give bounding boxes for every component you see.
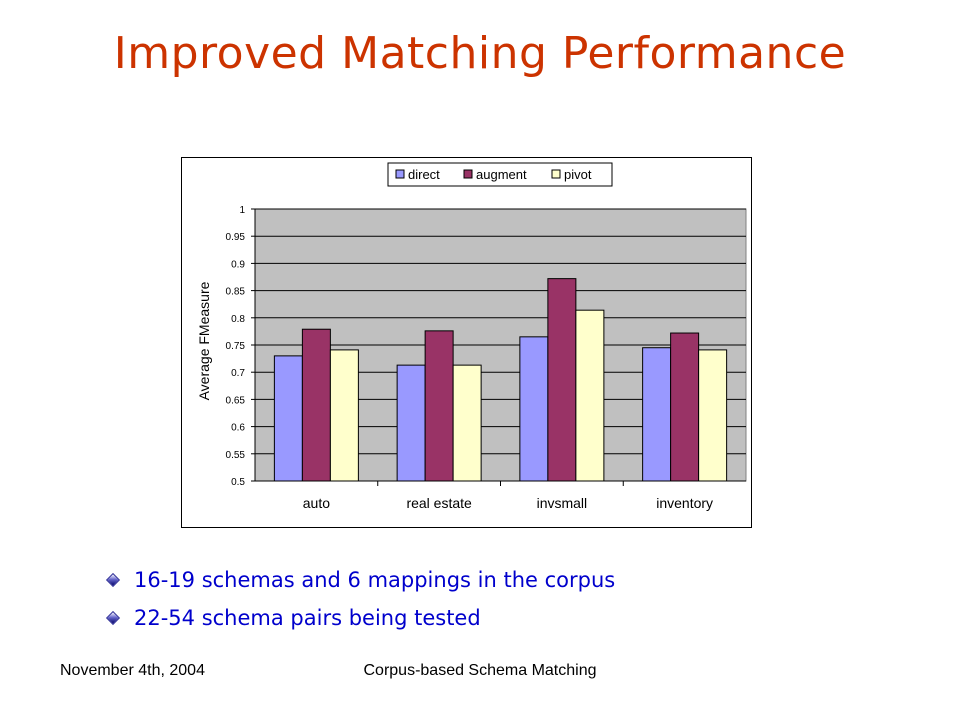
y-axis-label: Average FMeasure xyxy=(196,281,212,400)
bar-pivot xyxy=(576,310,604,481)
x-tick-label: real estate xyxy=(406,495,472,511)
y-tick-label: 0.85 xyxy=(226,287,246,298)
bullet-text: 22-54 schema pairs being tested xyxy=(134,606,481,630)
y-tick-label: 0.8 xyxy=(231,314,245,325)
legend-swatch-augment xyxy=(464,170,472,178)
bar-pivot xyxy=(699,350,727,481)
bullet-list: 16-19 schemas and 6 mappings in the corp… xyxy=(108,566,615,642)
y-tick-label: 0.95 xyxy=(226,232,246,243)
diamond-bullet-icon xyxy=(106,573,120,587)
x-tick-label: inventory xyxy=(656,495,713,511)
bar-augment xyxy=(671,333,699,481)
chart-frame: 0.5 0.55 0.6 0.65 0.7 0.75 0.8 0.85 0.9 0.95 1 auto… xyxy=(181,157,752,528)
y-tick-label: 0.75 xyxy=(226,341,246,352)
bar-augment xyxy=(302,329,330,481)
bullet-text: 16-19 schemas and 6 mappings in the corp… xyxy=(134,568,615,592)
y-tick-label: 0.6 xyxy=(231,423,245,434)
bar-direct xyxy=(520,337,548,481)
bullet-item: 22-54 schema pairs being tested xyxy=(108,604,615,642)
legend-swatch-pivot xyxy=(552,170,560,178)
chart-legend: direct augment pivot xyxy=(388,163,612,186)
bullet-item: 16-19 schemas and 6 mappings in the corp… xyxy=(108,566,615,604)
slide-title: Improved Matching Performance xyxy=(0,28,960,79)
legend-label-direct: direct xyxy=(408,167,440,182)
bar-chart: 0.5 0.55 0.6 0.65 0.7 0.75 0.8 0.85 0.9 0.95 1 auto… xyxy=(182,158,751,527)
legend-label-pivot: pivot xyxy=(564,167,592,182)
bar-augment xyxy=(425,331,453,481)
bar-direct xyxy=(274,356,302,481)
y-tick-label: 0.55 xyxy=(226,450,246,461)
bar-direct xyxy=(397,365,425,481)
y-tick-label: 0.7 xyxy=(231,368,245,379)
y-tick-label: 1 xyxy=(239,205,245,216)
x-tick-label: invsmall xyxy=(537,495,588,511)
footer-title: Corpus-based Schema Matching xyxy=(0,662,960,680)
plot-area-group: 0.5 0.55 0.6 0.65 0.7 0.75 0.8 0.85 0.9 0.95 1 auto… xyxy=(226,205,746,511)
x-tick-label: auto xyxy=(303,495,330,511)
y-tick-label: 0.9 xyxy=(231,259,245,270)
y-tick-label: 0.65 xyxy=(226,395,246,406)
bar-direct xyxy=(643,348,671,481)
diamond-bullet-icon xyxy=(106,611,120,625)
legend-swatch-direct xyxy=(396,170,404,178)
bar-pivot xyxy=(330,350,358,481)
bar-augment xyxy=(548,279,576,481)
legend-label-augment: augment xyxy=(476,167,527,182)
bar-pivot xyxy=(453,365,481,481)
y-tick-label: 0.5 xyxy=(231,477,245,488)
